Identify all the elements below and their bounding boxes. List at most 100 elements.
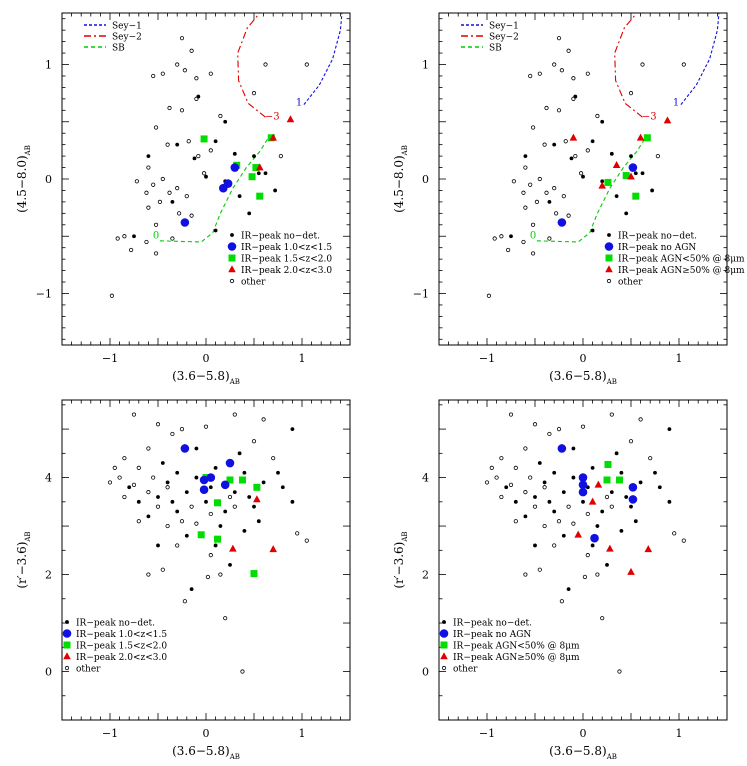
data-point-dot xyxy=(170,499,175,504)
data-point-open xyxy=(544,105,549,111)
data-point-open xyxy=(295,531,300,536)
legend-marker-label: other xyxy=(618,278,643,288)
data-point-triangle xyxy=(594,480,603,488)
data-point-open xyxy=(542,523,547,529)
data-point-square xyxy=(643,134,651,142)
legend-marker-triangle xyxy=(440,652,448,660)
data-point-open xyxy=(521,239,526,245)
legend-marker-open xyxy=(64,665,70,671)
legend-line-label: SB xyxy=(489,44,502,54)
legend-marker-label: IR−peak 2.0<z<3.0 xyxy=(76,653,167,663)
data-point-dot xyxy=(614,451,619,456)
legend-marker-label: IR−peak no−det. xyxy=(76,619,155,629)
x-axis-label: (3.6−5.8)AB xyxy=(172,369,240,386)
data-point-dot xyxy=(619,529,624,533)
data-point-open xyxy=(537,567,542,572)
y-axis-label-subscript: AB xyxy=(24,145,32,156)
data-point-square xyxy=(248,173,256,181)
data-point-open xyxy=(532,504,538,509)
data-point-dot xyxy=(566,587,571,591)
data-point-open xyxy=(175,543,180,548)
data-point-square xyxy=(615,476,623,484)
data-point-dot xyxy=(156,495,160,499)
data-point-dot xyxy=(247,211,252,216)
data-point-open xyxy=(681,538,686,543)
data-point-open xyxy=(129,247,134,253)
data-point-open xyxy=(136,465,141,470)
data-point-open xyxy=(544,190,549,195)
data-point-dot xyxy=(619,470,624,475)
data-point-open xyxy=(167,105,172,111)
data-point-open xyxy=(146,490,151,495)
data-point-dot xyxy=(127,485,132,490)
plot-area: 1 −3 0 xyxy=(486,13,720,298)
data-point-dot xyxy=(213,543,218,548)
data-point-open xyxy=(542,485,547,490)
data-point-open xyxy=(681,62,686,67)
data-point-open xyxy=(585,71,590,76)
data-point-open xyxy=(218,572,223,577)
data-point-open xyxy=(160,176,165,182)
data-point-open xyxy=(580,424,586,429)
data-point-open xyxy=(571,521,576,526)
data-point-square xyxy=(200,135,208,143)
data-point-dot xyxy=(657,485,662,490)
data-point-dot xyxy=(290,499,295,504)
data-point-open xyxy=(499,494,504,500)
legend-marker-circle xyxy=(439,629,449,638)
data-point-circle xyxy=(206,473,216,482)
data-point-open xyxy=(556,426,562,432)
y-tick-label: −1 xyxy=(413,287,429,300)
legend-marker-dot xyxy=(442,620,446,624)
data-point-triangle xyxy=(255,163,264,171)
data-point-dot xyxy=(208,485,213,490)
data-point-dot xyxy=(609,490,614,495)
data-point-triangle xyxy=(627,567,635,575)
data-point-open xyxy=(179,108,185,113)
data-point-open xyxy=(251,91,257,96)
data-point-dot xyxy=(273,188,278,193)
model-curve-sey-1 xyxy=(303,13,343,105)
data-point-open xyxy=(513,519,518,524)
y-axis-label-subscript: AB xyxy=(401,531,409,542)
x-tick-label: −1 xyxy=(102,352,118,365)
data-point-open xyxy=(530,222,536,227)
data-point-dot xyxy=(213,465,218,470)
y-axis-label: (r′−3.6)AB xyxy=(15,531,32,588)
data-point-dot xyxy=(252,154,256,159)
data-point-open xyxy=(508,482,514,487)
data-point-open xyxy=(559,68,564,73)
legend-marker-open xyxy=(441,665,447,671)
data-point-open xyxy=(160,567,165,572)
data-point-triangle xyxy=(606,544,614,552)
data-point-dot xyxy=(667,427,672,431)
data-point-open xyxy=(532,422,538,427)
data-point-dot xyxy=(136,499,141,504)
data-point-dot xyxy=(590,139,595,144)
data-point-open xyxy=(304,62,309,67)
data-point-square xyxy=(604,178,612,186)
data-point-open xyxy=(528,182,533,187)
data-point-dot xyxy=(263,171,268,176)
data-point-dot xyxy=(552,470,557,475)
curve-end-label: 0 xyxy=(153,231,159,242)
data-point-dot xyxy=(605,562,609,567)
data-point-circle xyxy=(180,218,190,227)
data-point-open xyxy=(552,186,557,191)
data-point-triangle xyxy=(588,497,597,505)
data-point-square xyxy=(603,476,611,484)
model-curve-sey-1 xyxy=(680,13,720,105)
legend-marker-label: other xyxy=(76,665,101,675)
data-point-dot xyxy=(290,427,295,431)
curve-end-label: 1 xyxy=(296,98,302,109)
data-point-dot xyxy=(653,470,657,475)
panel-top-left: −1 0 1−101(3.6−5.8)AB(4.5−8.0)AB1−30Sey−1S… xyxy=(15,12,351,386)
model-curve-sb xyxy=(159,137,269,243)
y-tick-label: 4 xyxy=(422,472,429,485)
y-tick-label: 1 xyxy=(422,59,429,72)
data-point-open xyxy=(523,165,528,170)
data-point-open xyxy=(523,490,528,495)
data-point-open xyxy=(196,154,201,159)
data-point-dot xyxy=(252,504,256,509)
x-axis-label: (3.6−5.8)AB xyxy=(549,744,617,761)
